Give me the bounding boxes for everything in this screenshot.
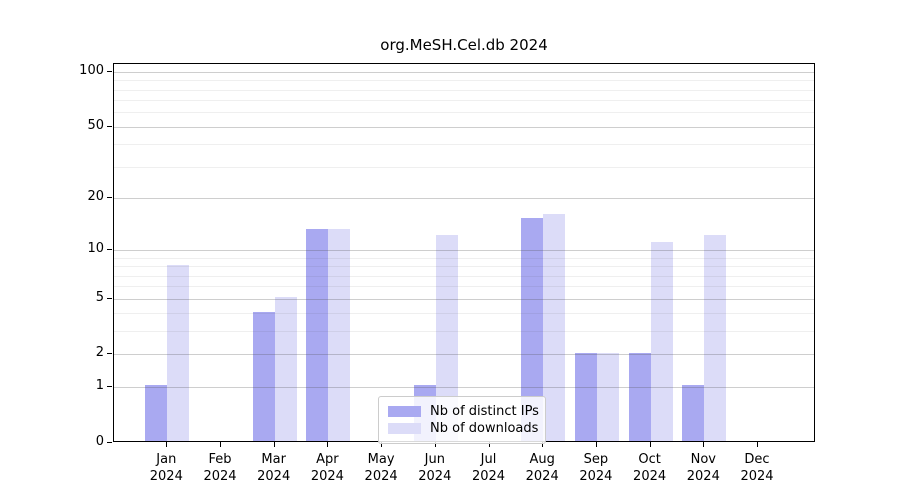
bar-downloads-sep — [596, 352, 619, 441]
bar-distinct-ips-apr — [306, 229, 329, 441]
x-tick-label-aug: Aug 2024 — [525, 452, 559, 484]
gridline-minor — [114, 166, 814, 168]
x-axis-tick — [381, 442, 383, 447]
bar-downloads-jun — [435, 235, 458, 441]
x-axis-tick — [273, 442, 275, 447]
y-axis-tick — [107, 125, 112, 127]
x-tick-label-sep: Sep 2024 — [579, 452, 613, 484]
x-axis-tick — [220, 442, 221, 447]
y-tick-label: 100 — [79, 63, 104, 78]
bar-downloads-mar — [274, 297, 297, 441]
x-tick-label-apr: Apr 2024 — [310, 452, 344, 484]
legend: Nb of distinct IPs Nb of downloads — [378, 396, 546, 444]
plot-area — [113, 63, 815, 442]
downloads-swatch-icon — [388, 423, 421, 434]
x-tick-label-oct: Oct 2024 — [633, 452, 667, 484]
bar-distinct-ips-jan — [145, 385, 168, 441]
x-axis-tick — [595, 442, 597, 447]
x-axis-tick — [327, 442, 329, 447]
gridline-minor — [114, 112, 814, 114]
bar-distinct-ips-nov — [682, 385, 705, 441]
x-tick-label-nov: Nov 2024 — [686, 452, 720, 484]
y-axis-tick — [107, 248, 112, 250]
gridline-minor — [114, 89, 814, 91]
bar-downloads-oct — [650, 241, 673, 441]
bar-distinct-ips-aug — [521, 218, 544, 441]
gridline-major — [114, 72, 814, 73]
y-axis-tick — [107, 197, 112, 199]
gridline-minor — [114, 100, 814, 102]
bar-downloads-apr — [328, 229, 351, 441]
y-tick-label: 0 — [95, 433, 104, 449]
x-tick-label-jun: Jun 2024 — [418, 452, 452, 484]
gridline-minor — [114, 80, 814, 82]
legend-item-distinct-ips: Nb of distinct IPs — [388, 404, 539, 419]
distinct-ips-swatch-icon — [388, 406, 421, 417]
gridline-minor — [114, 144, 814, 146]
legend-label-downloads: Nb of downloads — [430, 421, 539, 436]
x-axis-tick — [166, 442, 168, 447]
y-tick-label: 5 — [95, 289, 104, 305]
x-tick-label-jan: Jan 2024 — [149, 452, 183, 484]
y-tick-label: 10 — [87, 240, 104, 256]
chart-title: org.MeSH.Cel.db 2024 — [380, 36, 548, 54]
x-tick-label-feb: Feb 2024 — [203, 452, 237, 484]
x-tick-label-may: May 2024 — [364, 452, 398, 484]
bar-distinct-ips-mar — [252, 311, 275, 441]
y-tick-label: 1 — [95, 377, 104, 393]
x-tick-label-dec: Dec 2024 — [740, 452, 774, 484]
y-axis-tick — [107, 71, 112, 72]
y-tick-label: 2 — [95, 345, 104, 361]
bar-downloads-jan — [167, 264, 190, 441]
x-axis-tick — [488, 442, 490, 447]
x-axis-tick — [434, 442, 436, 447]
y-tick-label: 20 — [87, 189, 104, 205]
bar-distinct-ips-oct — [628, 352, 651, 441]
y-tick-label: 50 — [87, 117, 104, 133]
gridline-major — [114, 198, 814, 200]
x-axis-tick — [757, 442, 758, 447]
y-axis-tick — [107, 297, 112, 299]
y-axis-tick — [107, 385, 112, 387]
bar-distinct-ips-sep — [574, 352, 597, 441]
bar-downloads-nov — [704, 235, 727, 441]
bar-downloads-aug — [543, 213, 566, 441]
x-axis-tick — [703, 442, 705, 447]
x-tick-label-mar: Mar 2024 — [257, 452, 291, 484]
legend-label-distinct-ips: Nb of distinct IPs — [430, 404, 539, 419]
x-axis-tick — [649, 442, 651, 447]
y-axis-tick — [107, 441, 112, 443]
y-axis-tick — [107, 353, 112, 355]
gridline-major — [114, 126, 814, 128]
x-tick-label-jul: Jul 2024 — [471, 452, 506, 484]
legend-item-downloads: Nb of downloads — [388, 421, 539, 436]
x-axis-tick — [542, 442, 544, 447]
